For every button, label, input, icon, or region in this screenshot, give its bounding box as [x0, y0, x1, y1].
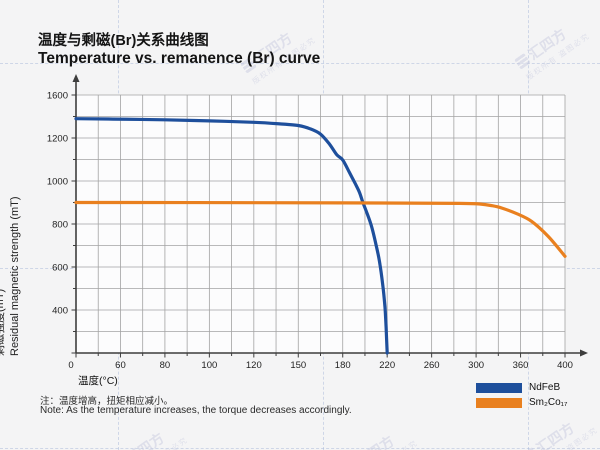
legend-swatch — [476, 382, 522, 393]
y-tick-label: 1600 — [47, 91, 68, 102]
footnote-zh: 注：温度增高，扭矩相应减小。 — [40, 396, 174, 407]
chart-title-en: Temperature vs. remanence (Br) curve — [38, 50, 321, 67]
legend-label: Sm₂Co₁₇ — [529, 397, 568, 408]
y-axis-title-zh: 剩磁强度(mT) — [0, 288, 6, 356]
legend-label: NdFeB — [529, 382, 561, 393]
background-grid-line — [0, 448, 600, 449]
x-tick-label: 0 — [68, 360, 73, 371]
footnote-en: Note: As the temperature increases, the … — [40, 405, 352, 416]
gridlines — [75, 94, 566, 354]
y-tick-label: 1000 — [47, 177, 68, 188]
y-tick-label: 1200 — [47, 134, 68, 145]
x-tick-label: 120 — [246, 360, 262, 371]
axes — [72, 74, 588, 357]
x-tick-label: 100 — [201, 360, 217, 371]
y-tick-label: 400 — [52, 306, 68, 317]
x-tick-label: 180 — [335, 360, 351, 371]
series-Sm₂Co₁₇ — [74, 200, 567, 258]
x-tick-label: 400 — [557, 360, 573, 371]
legend: NdFeB Sm₂Co₁₇ — [476, 382, 567, 412]
legend-swatch — [476, 397, 522, 408]
y-tick-label: 600 — [52, 263, 68, 274]
background-grid-line — [0, 63, 600, 64]
series-NdFeB — [74, 117, 389, 355]
y-tick-label: 800 — [52, 220, 68, 231]
x-tick-label: 360 — [513, 360, 529, 371]
x-tick-label: 80 — [160, 360, 171, 371]
x-axis-title: 温度(°C) — [78, 375, 118, 387]
x-tick-label: 150 — [290, 360, 306, 371]
x-tick-label: 300 — [468, 360, 484, 371]
legend-item: NdFeB — [476, 382, 567, 393]
y-axis-title-en: Residual magnetic strength (mT) — [9, 196, 21, 356]
x-tick-label: 260 — [424, 360, 440, 371]
x-tick-label: 60 — [115, 360, 126, 371]
x-tick-labels: 0 60 80 100 120 150 180 220 260 300 360 400 — [68, 360, 573, 371]
y-tick-labels: 1600 1200 1000 800 600 400 — [47, 91, 68, 317]
chart-title-zh: 温度与剩磁(Br)关系曲线图 — [38, 33, 209, 49]
legend-item: Sm₂Co₁₇ — [476, 397, 567, 408]
x-tick-label: 220 — [379, 360, 395, 371]
